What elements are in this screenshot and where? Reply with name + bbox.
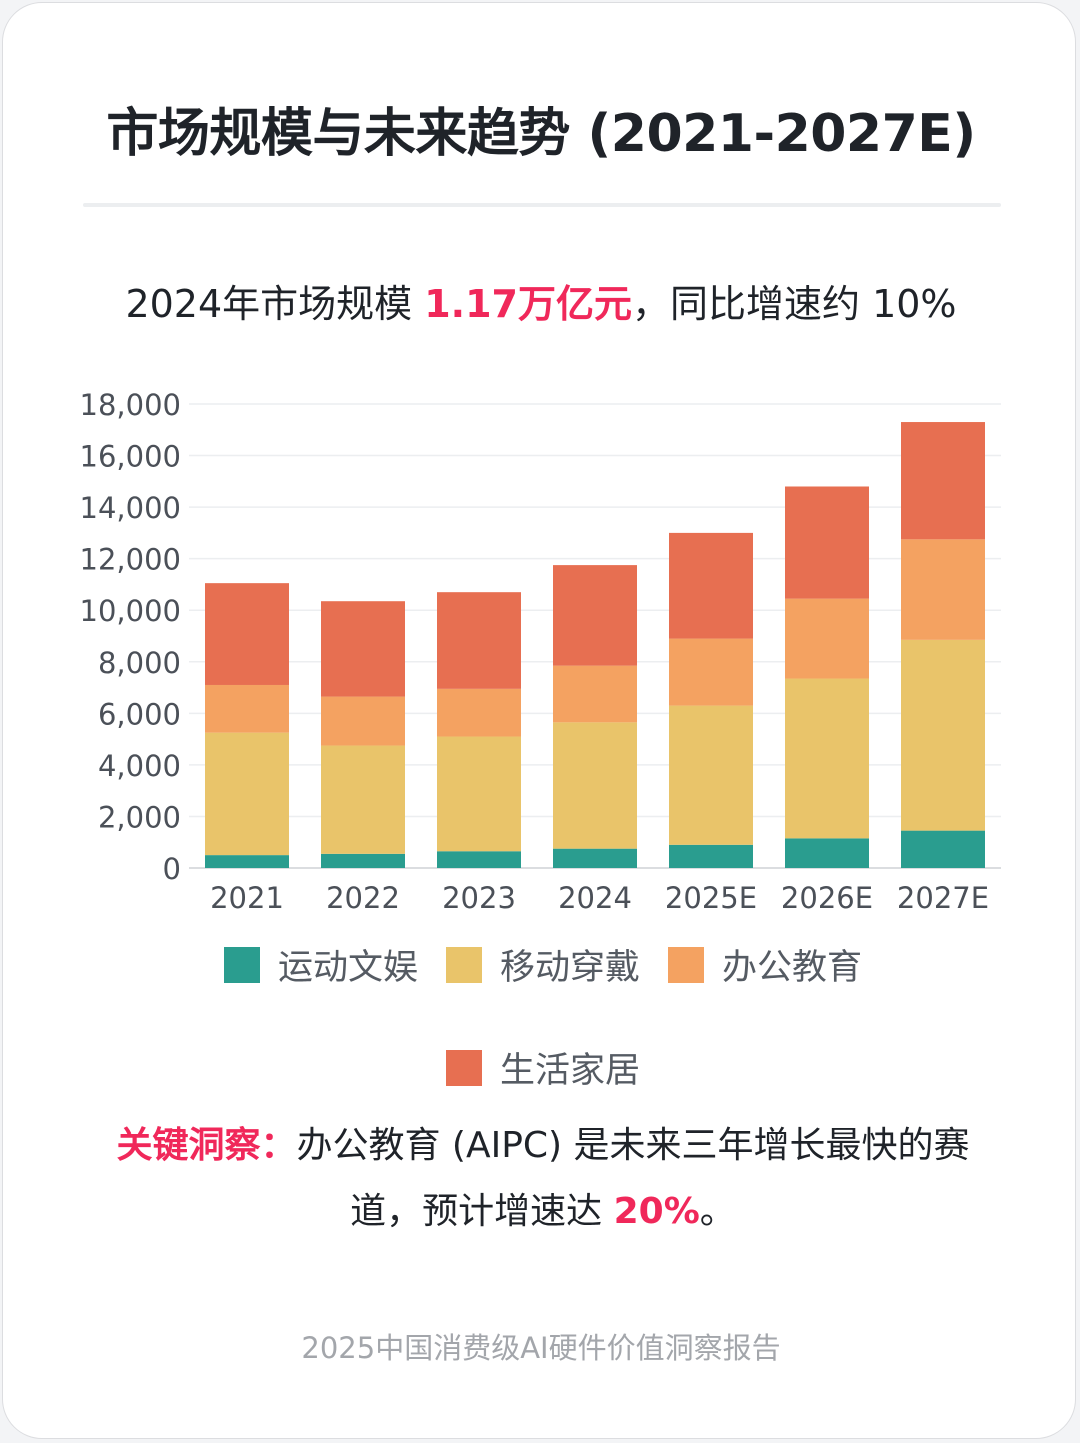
title-divider [83, 203, 1001, 207]
insight-label: 关键洞察： [116, 1125, 297, 1166]
y-tick-label: 2,000 [98, 800, 181, 834]
x-tick-label: 2023 [442, 881, 516, 915]
legend-label: 办公教育 [722, 948, 863, 988]
bar-segment [785, 678, 869, 839]
insight-highlight: 20% [613, 1191, 700, 1232]
bar-segment [785, 838, 869, 868]
bar-segment [669, 638, 753, 706]
bar-segment [901, 539, 985, 640]
market-size-highlight: 1.17万亿元 [424, 282, 632, 326]
bar-segment [553, 565, 637, 666]
x-tick-label: 2021 [210, 881, 284, 915]
page-title: 市场规模与未来趋势 (2021-2027E) [106, 104, 976, 164]
x-tick-label: 2024 [558, 881, 632, 915]
bar-segment [553, 848, 637, 868]
bar-segment [785, 486, 869, 599]
x-tick-label: 2026E [781, 881, 873, 915]
legend-label: 生活家居 [499, 1051, 640, 1091]
y-tick-label: 8,000 [98, 646, 181, 680]
legend-item: 移动穿戴 [445, 939, 640, 990]
bar-segment [437, 688, 521, 737]
legend-swatch [668, 946, 704, 983]
bar-segment [437, 736, 521, 852]
bar-segment [321, 601, 405, 697]
x-tick-label: 2027E [897, 881, 989, 915]
bar-segment [321, 745, 405, 854]
bar-segment [205, 583, 289, 685]
bar-segment [437, 851, 521, 868]
market-size-subtitle: 2024年市场规模 1.17万亿元，同比增速约 10% [3, 273, 1079, 328]
x-tick-label: 2022 [326, 881, 400, 915]
legend-item: 生活家居 [445, 1042, 640, 1093]
bar-segment [901, 422, 985, 540]
y-tick-label: 16,000 [80, 440, 181, 474]
bar-segment [785, 598, 869, 679]
legend-item: 运动文娱 [223, 939, 418, 990]
bar-segment [901, 639, 985, 831]
report-source: 2025中国消费级AI硬件价值洞察报告 [301, 1331, 781, 1365]
bar-segment [669, 844, 753, 868]
subtitle-prefix: 2024年市场规模 [125, 282, 425, 326]
x-tick-label: 2025E [665, 881, 757, 915]
legend-swatch [445, 946, 482, 983]
insight-text: 办公教育 (AIPC) 是未来三年增长最快的赛道，预计增速达 [296, 1125, 970, 1232]
bar-segment [669, 705, 753, 845]
y-tick-label: 10,000 [80, 594, 181, 628]
bar-segment [205, 684, 289, 733]
chart-legend: 运动文娱 移动穿戴 办公教育生活家居 [143, 939, 943, 1093]
bar-segment [205, 855, 289, 868]
bar-segment [669, 532, 753, 639]
insight-suffix: 。 [699, 1191, 736, 1232]
y-tick-label: 6,000 [98, 697, 181, 731]
stacked-bar-chart: 0 2,000 4,000 6,000 8,000 10,000 12,000 14,000 1… [80, 388, 1001, 915]
bar-segment [553, 665, 637, 723]
bar-segment [321, 853, 405, 868]
subtitle-suffix: ，同比增速约 10% [632, 282, 957, 326]
bar-segment [901, 830, 985, 868]
bar-segment [553, 722, 637, 849]
bar-segment [205, 732, 289, 856]
y-tick-label: 0 [163, 852, 181, 886]
legend-label: 移动穿戴 [499, 948, 640, 988]
legend-item: 办公教育 [668, 939, 862, 990]
legend-label: 运动文娱 [277, 948, 418, 988]
legend-swatch [445, 1049, 482, 1086]
y-tick-label: 12,000 [80, 543, 181, 577]
y-tick-label: 14,000 [80, 491, 181, 525]
bar-segment [437, 592, 521, 689]
y-tick-label: 4,000 [98, 749, 181, 783]
legend-swatch [223, 946, 260, 983]
bar-segment [321, 696, 405, 746]
key-insight: 关键洞察：办公教育 (AIPC) 是未来三年增长最快的赛道，预计增速达 20%。 [85, 1113, 1001, 1245]
y-tick-label: 18,000 [80, 388, 181, 422]
